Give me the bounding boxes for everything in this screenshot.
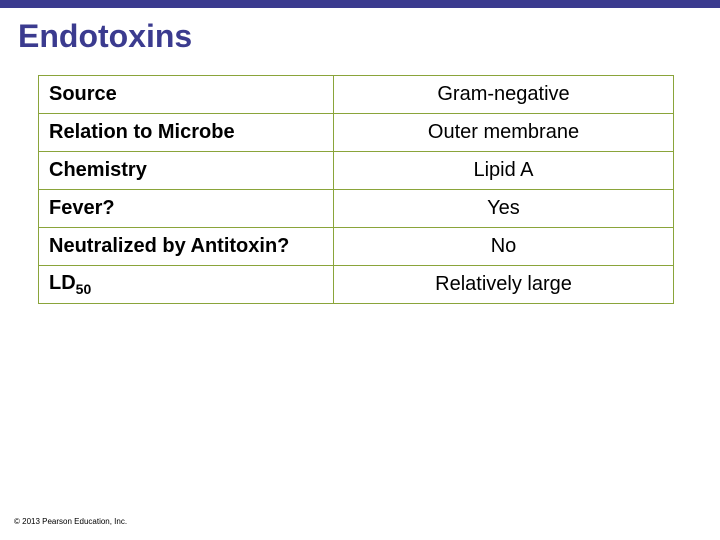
property-value: Relatively large bbox=[334, 266, 674, 304]
header-accent-bar bbox=[0, 0, 720, 8]
endotoxins-table: SourceGram-negativeRelation to MicrobeOu… bbox=[38, 75, 674, 304]
property-label: LD50 bbox=[39, 266, 334, 304]
table-row: Relation to MicrobeOuter membrane bbox=[39, 114, 674, 152]
property-value: Yes bbox=[334, 190, 674, 228]
page-title: Endotoxins bbox=[0, 8, 720, 75]
property-label: Relation to Microbe bbox=[39, 114, 334, 152]
table-row: ChemistryLipid A bbox=[39, 152, 674, 190]
property-value: Outer membrane bbox=[334, 114, 674, 152]
property-label: Chemistry bbox=[39, 152, 334, 190]
table-row: SourceGram-negative bbox=[39, 76, 674, 114]
property-value: Gram-negative bbox=[334, 76, 674, 114]
copyright-notice: © 2013 Pearson Education, Inc. bbox=[14, 517, 127, 526]
subscript: 50 bbox=[76, 281, 92, 297]
property-value: Lipid A bbox=[334, 152, 674, 190]
table-row: Fever?Yes bbox=[39, 190, 674, 228]
property-value: No bbox=[334, 228, 674, 266]
table-row: Neutralized by Antitoxin?No bbox=[39, 228, 674, 266]
table-row: LD50Relatively large bbox=[39, 266, 674, 304]
property-label: Fever? bbox=[39, 190, 334, 228]
table-body: SourceGram-negativeRelation to MicrobeOu… bbox=[39, 76, 674, 304]
property-label: Source bbox=[39, 76, 334, 114]
property-label: Neutralized by Antitoxin? bbox=[39, 228, 334, 266]
